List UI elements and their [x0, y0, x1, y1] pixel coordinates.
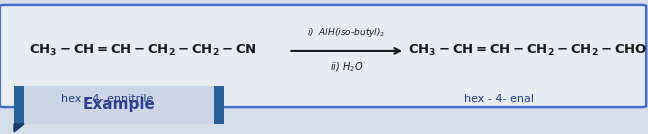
- Text: ii) H$_2$O: ii) H$_2$O: [330, 60, 364, 74]
- Text: $\mathbf{CH_3-CH=CH-CH_2-CH_2-CHO}$: $\mathbf{CH_3-CH=CH-CH_2-CH_2-CHO}$: [408, 43, 648, 58]
- FancyBboxPatch shape: [14, 86, 224, 124]
- Bar: [214, 86, 224, 124]
- Text: i)  AlH(iso-butyl)$_2$: i) AlH(iso-butyl)$_2$: [308, 26, 386, 39]
- Text: hex - 4- ennitrile: hex - 4- ennitrile: [61, 94, 153, 104]
- Text: hex - 4- enal: hex - 4- enal: [464, 94, 534, 104]
- Text: $\mathbf{CH_3-CH=CH-CH_2-CH_2-CN}$: $\mathbf{CH_3-CH=CH-CH_2-CH_2-CN}$: [29, 43, 257, 58]
- Text: Example: Example: [82, 98, 156, 113]
- Bar: [14, 86, 24, 124]
- Polygon shape: [14, 124, 24, 132]
- FancyBboxPatch shape: [0, 5, 646, 107]
